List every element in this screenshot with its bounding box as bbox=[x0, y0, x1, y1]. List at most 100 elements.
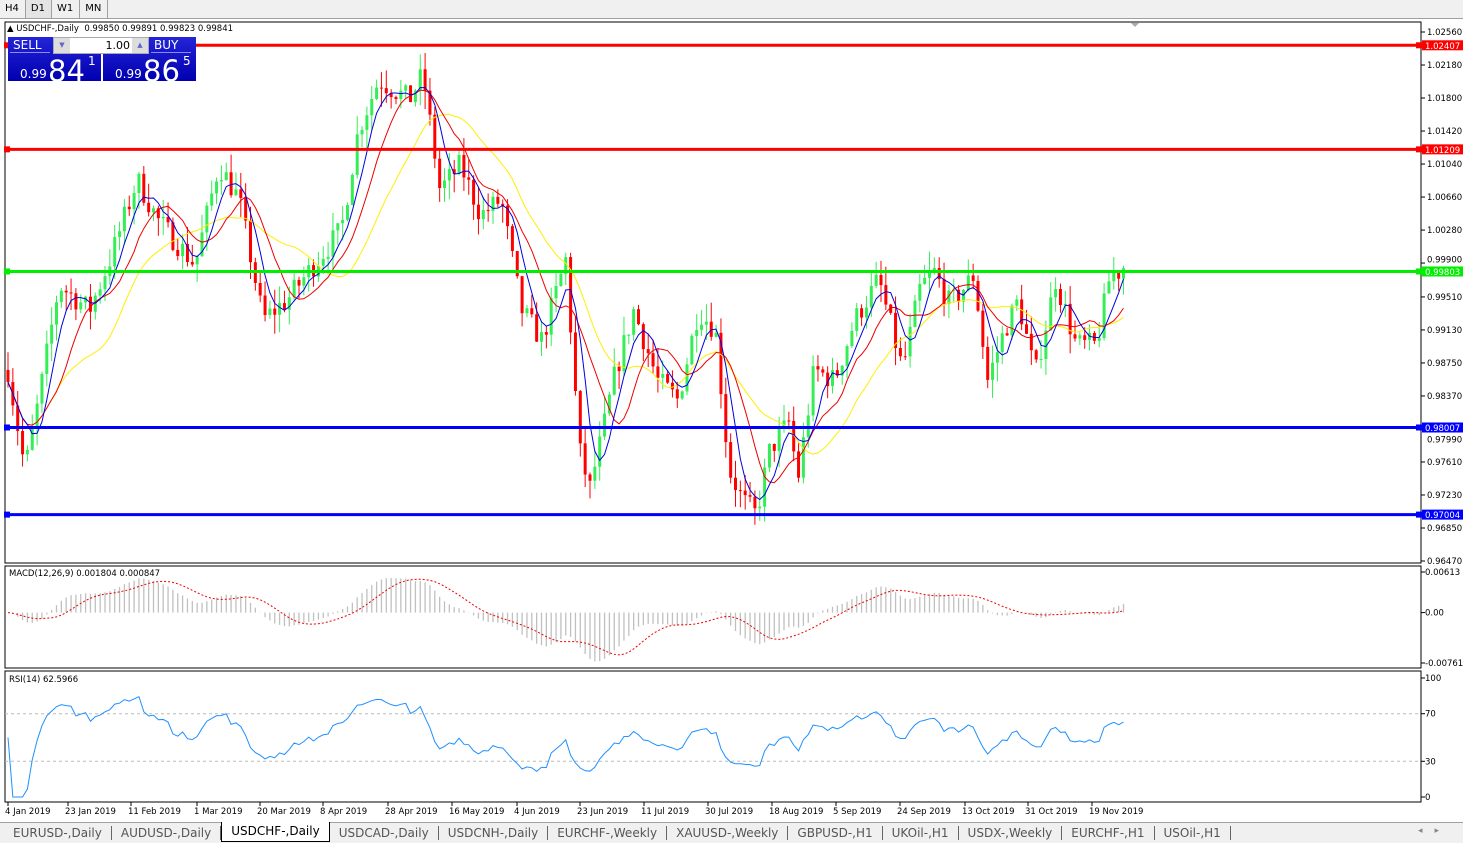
timeframe-d1[interactable]: D1 bbox=[25, 0, 52, 18]
bear-candle bbox=[957, 289, 961, 302]
tab-usdx-weekly[interactable]: USDX-,Weekly bbox=[959, 826, 1063, 840]
bear-candle bbox=[1005, 333, 1009, 336]
bull-candle bbox=[767, 443, 771, 468]
bear-candle bbox=[433, 114, 437, 159]
tab-ukoil-h1[interactable]: UKOil-,H1 bbox=[883, 826, 959, 840]
bull-candle bbox=[690, 335, 694, 365]
x-tick-label: 18 Aug 2019 bbox=[769, 807, 823, 817]
collapse-triangle-icon[interactable]: ▲ bbox=[7, 24, 14, 34]
bear-candle bbox=[666, 374, 670, 383]
bull-candle bbox=[855, 308, 859, 331]
bull-candle bbox=[200, 232, 204, 257]
rsi-line bbox=[7, 695, 1124, 798]
bear-candle bbox=[937, 268, 941, 280]
level-price-label: 1.02407 bbox=[1425, 42, 1460, 52]
bear-candle bbox=[573, 332, 577, 392]
bear-candle bbox=[753, 496, 757, 509]
tab-usoil-h1[interactable]: USOil-,H1 bbox=[1155, 826, 1231, 840]
rsi-tick-label: 100 bbox=[1425, 674, 1441, 684]
bull-candle bbox=[287, 297, 291, 310]
tab-eurchf-weekly[interactable]: EURCHF-,Weekly bbox=[548, 826, 668, 840]
bear-candle bbox=[670, 382, 674, 390]
bull-candle bbox=[564, 257, 568, 274]
bull-candle bbox=[525, 308, 529, 314]
bear-candle bbox=[569, 257, 573, 333]
bull-candle bbox=[1000, 333, 1004, 353]
bull-candle bbox=[952, 289, 956, 291]
bear-candle bbox=[1020, 299, 1024, 325]
bear-candle bbox=[738, 490, 742, 492]
level-handle-right bbox=[1416, 424, 1422, 431]
bear-candle bbox=[249, 220, 252, 263]
bull-candle bbox=[1015, 299, 1019, 306]
bull-candle bbox=[801, 437, 805, 478]
bull-candle bbox=[850, 330, 854, 347]
bull-candle bbox=[1122, 268, 1125, 279]
buy-button[interactable]: BUY 0.99 86 5 bbox=[103, 37, 196, 81]
bull-candle bbox=[118, 231, 122, 238]
y-tick-label: 0.97230 bbox=[1427, 491, 1462, 501]
timeframe-h4[interactable]: H4 bbox=[0, 0, 26, 18]
tab-xauusd-weekly[interactable]: XAUUSD-,Weekly bbox=[667, 826, 789, 840]
bull-candle bbox=[1049, 297, 1053, 331]
timeframe-w1[interactable]: W1 bbox=[52, 0, 81, 18]
bull-candle bbox=[336, 223, 340, 231]
scroll-left-icon[interactable]: ◂ bbox=[1417, 826, 1435, 836]
y-tick-label: 1.02560 bbox=[1427, 28, 1462, 38]
tab-eurusd-daily[interactable]: EURUSD-,Daily bbox=[4, 826, 112, 840]
bull-candle bbox=[132, 193, 136, 210]
macd-signal-line bbox=[7, 578, 1124, 656]
lot-size-stepper[interactable]: ▼ 1.00 ▲ bbox=[53, 37, 149, 54]
lot-decrease-icon[interactable]: ▼ bbox=[54, 38, 70, 53]
bear-candle bbox=[428, 90, 432, 115]
x-tick-label: 23 Jun 2019 bbox=[577, 807, 628, 817]
bull-candle bbox=[79, 302, 83, 310]
scroll-right-icon[interactable]: ▸ bbox=[1434, 826, 1451, 836]
bear-candle bbox=[942, 279, 946, 304]
bear-candle bbox=[423, 69, 427, 91]
bull-candle bbox=[224, 172, 228, 181]
bear-candle bbox=[409, 85, 413, 103]
bull-candle bbox=[350, 174, 354, 206]
bear-candle bbox=[816, 366, 820, 370]
bull-candle bbox=[278, 303, 282, 315]
x-tick-label: 4 Jan 2019 bbox=[5, 807, 51, 817]
bull-candle bbox=[234, 189, 238, 196]
level-price-label: 1.01209 bbox=[1425, 146, 1460, 156]
buy-price-sup: 5 bbox=[183, 54, 191, 68]
tab-usdchf-daily[interactable]: USDCHF-,Daily bbox=[221, 822, 330, 842]
chart-window[interactable]: 1.02560 1.02180 1.01800 1.01420 1.01040 1.006… bbox=[0, 19, 1463, 822]
bull-candle bbox=[831, 370, 834, 387]
bull-candle bbox=[122, 206, 126, 232]
price-chart[interactable]: 1.02560 1.02180 1.01800 1.01420 1.01040 1.006… bbox=[0, 19, 1463, 822]
timeframe-mn[interactable]: MN bbox=[80, 0, 109, 18]
bear-candle bbox=[389, 93, 393, 98]
bull-candle bbox=[1097, 338, 1101, 341]
bear-candle bbox=[273, 308, 277, 315]
y-tick-label: 0.99130 bbox=[1427, 326, 1462, 336]
bear-candle bbox=[156, 208, 160, 219]
bull-candle bbox=[593, 466, 597, 481]
lot-increase-icon[interactable]: ▲ bbox=[132, 38, 148, 53]
bull-candle bbox=[413, 90, 417, 103]
tab-usdcad-daily[interactable]: USDCAD-,Daily bbox=[330, 826, 439, 840]
bear-candle bbox=[651, 353, 655, 367]
tab-usdcnh-daily[interactable]: USDCNH-,Daily bbox=[439, 826, 549, 840]
bull-candle bbox=[913, 300, 917, 327]
bull-candle bbox=[292, 279, 296, 298]
x-tick-label: 16 May 2019 bbox=[449, 807, 504, 817]
tab-audusd-daily[interactable]: AUDUSD-,Daily bbox=[112, 826, 222, 840]
bull-candle bbox=[55, 302, 58, 325]
bull-candle bbox=[50, 324, 54, 344]
tab-eurchf-h1[interactable]: EURCHF-,H1 bbox=[1062, 826, 1155, 840]
bull-candle bbox=[404, 85, 408, 91]
bull-candle bbox=[632, 309, 636, 335]
bull-candle bbox=[1063, 303, 1067, 306]
bull-candle bbox=[874, 274, 878, 286]
bull-candle bbox=[25, 449, 29, 455]
tab-gbpusd-h1[interactable]: GBPUSD-,H1 bbox=[788, 826, 883, 840]
lot-size-input[interactable]: 1.00 bbox=[105, 39, 131, 52]
bear-candle bbox=[1073, 334, 1077, 339]
bull-candle bbox=[864, 307, 868, 318]
bull-candle bbox=[758, 506, 762, 509]
